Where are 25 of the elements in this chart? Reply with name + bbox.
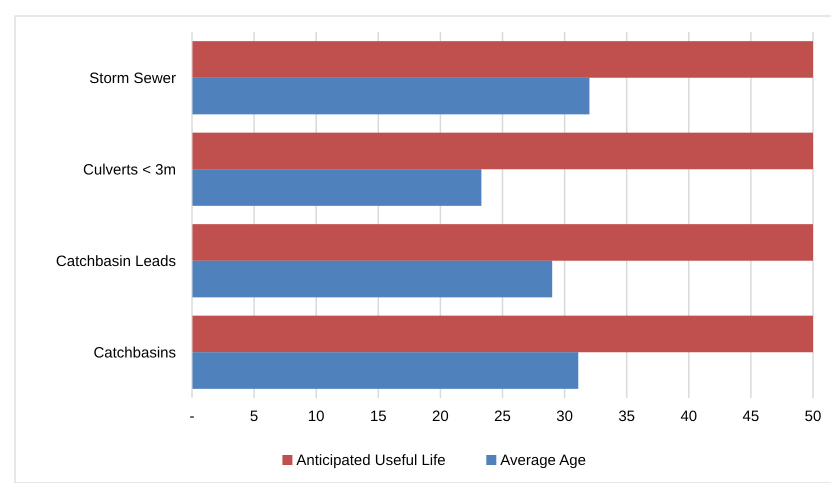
x-tick-label: - bbox=[190, 408, 194, 425]
x-tick-label: 20 bbox=[432, 408, 449, 425]
bar bbox=[192, 260, 552, 298]
y-tick-label: Catchbasins bbox=[93, 344, 176, 362]
bar bbox=[192, 132, 813, 170]
legend-label: Average Age bbox=[500, 452, 586, 469]
legend-label: Anticipated Useful Life bbox=[296, 452, 446, 469]
bar bbox=[192, 78, 590, 114]
x-tick-label: 10 bbox=[308, 408, 325, 425]
x-tick-label: 35 bbox=[618, 408, 636, 425]
x-tick-label: 40 bbox=[680, 408, 698, 425]
bar bbox=[192, 169, 482, 206]
bar bbox=[192, 316, 813, 352]
y-tick-label: Storm Sewer bbox=[89, 70, 176, 87]
x-tick-label: 15 bbox=[370, 408, 387, 425]
y-tick-label: Catchbasin Leads bbox=[56, 252, 176, 270]
y-tick-label: Culverts < 3m bbox=[83, 161, 176, 178]
bar bbox=[192, 352, 578, 389]
bar bbox=[192, 224, 813, 261]
x-tick-label: 25 bbox=[494, 408, 511, 425]
x-tick-label: 50 bbox=[804, 408, 822, 425]
x-tick-label: 5 bbox=[250, 408, 258, 425]
bar bbox=[192, 41, 813, 78]
x-tick-label: 45 bbox=[742, 408, 760, 425]
x-tick-label: 30 bbox=[556, 408, 573, 425]
